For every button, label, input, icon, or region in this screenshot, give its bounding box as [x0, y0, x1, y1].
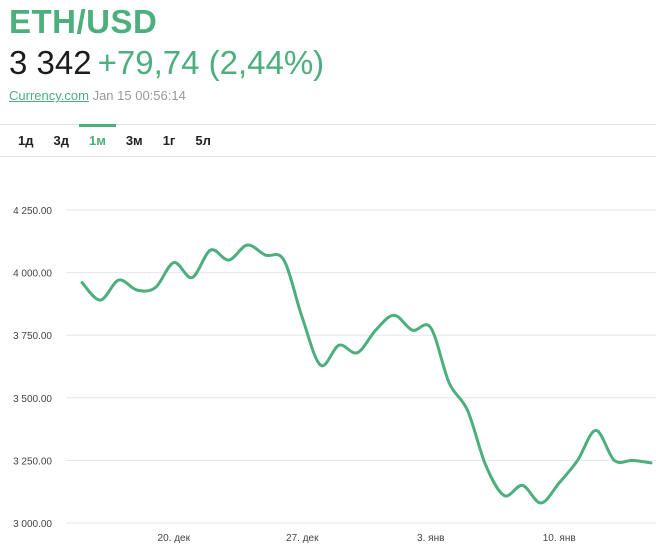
x-tick-label: 3. янв [417, 533, 444, 544]
y-tick-label: 3 250.00 [13, 456, 52, 467]
price-line [80, 243, 653, 505]
divider [0, 124, 656, 125]
source-link[interactable]: Currency.com [9, 88, 89, 103]
source-row: Currency.com Jan 15 00:56:14 [9, 88, 186, 103]
y-tick-label: 3 500.00 [13, 394, 52, 405]
timestamp: Jan 15 00:56:14 [92, 88, 186, 103]
y-tick-label: 4 250.00 [13, 206, 52, 217]
x-tick-label: 27. дек [286, 533, 319, 544]
pair-title: ETH/USD [9, 3, 158, 40]
divider [0, 156, 656, 157]
tab-1d[interactable]: 1д [18, 133, 34, 148]
y-tick-label: 4 000.00 [13, 269, 52, 280]
current-price: 3 342 [9, 44, 92, 81]
price-row: 3 342 +79,74 (2,44%) [9, 44, 324, 82]
y-tick-label: 3 000.00 [13, 519, 52, 530]
period-tabs: 1д 3д 1м 3м 1г 5л [8, 124, 221, 156]
x-tick-label: 10. янв [543, 533, 576, 544]
x-tick-label: 20. дек [158, 533, 191, 544]
price-chart[interactable]: 3 000.00 3 250.00 3 500.00 3 750.00 4 000.00… [0, 157, 656, 555]
tab-1y[interactable]: 1г [162, 133, 176, 148]
tab-3m[interactable]: 3м [125, 133, 143, 148]
price-change: +79,74 (2,44%) [97, 44, 325, 81]
tab-3d[interactable]: 3д [53, 133, 69, 148]
tab-5y[interactable]: 5л [195, 133, 211, 148]
y-tick-label: 3 750.00 [13, 331, 52, 342]
tab-1m[interactable]: 1м [78, 124, 116, 156]
